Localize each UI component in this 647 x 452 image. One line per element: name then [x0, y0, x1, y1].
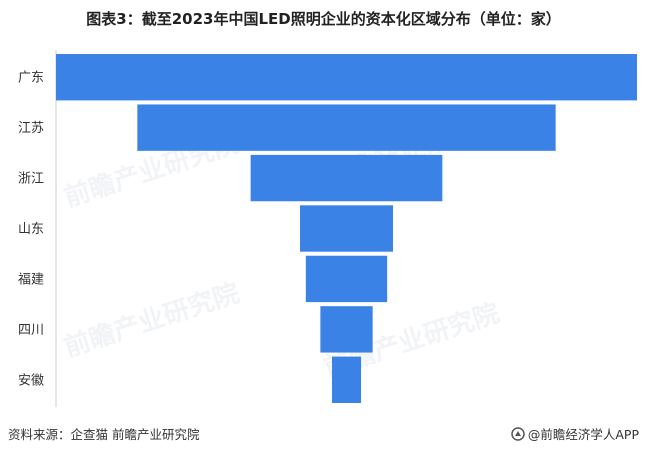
bar-1 — [137, 104, 556, 151]
source-note: 资料来源：企查猫 前瞻产业研究院 — [8, 427, 200, 442]
category-label-3: 山东 — [18, 222, 44, 237]
chart-title: 图表3：截至2023年中国LED照明企业的资本化区域分布（单位：家） — [86, 10, 561, 28]
category-label-0: 广东 — [18, 71, 44, 86]
brand-label: @前瞻经济学人APP — [527, 427, 639, 442]
bar-3 — [300, 205, 393, 252]
category-label-6: 安徽 — [18, 373, 44, 388]
bar-0 — [56, 54, 637, 101]
bar-6 — [331, 356, 362, 403]
category-label-1: 江苏 — [18, 120, 44, 136]
brand-credit: @前瞻经济学人APP — [511, 424, 639, 443]
bar-5 — [320, 306, 373, 353]
category-label-5: 四川 — [18, 323, 44, 338]
bar-4 — [305, 255, 388, 303]
brand-logo-icon — [511, 426, 525, 441]
category-label-2: 浙江 — [18, 172, 44, 187]
bar-2 — [250, 154, 443, 202]
category-label-4: 福建 — [18, 272, 44, 287]
